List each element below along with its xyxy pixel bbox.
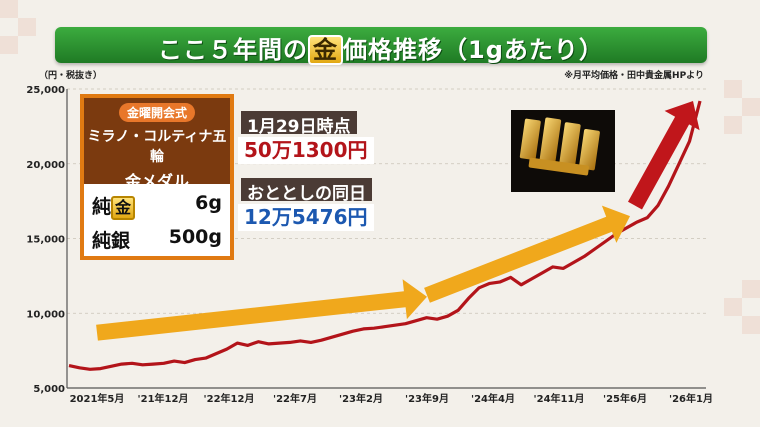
price-line (68, 100, 702, 371)
x-tick-label: '26年1月 (669, 392, 713, 405)
x-tick-label: '22年12月 (204, 392, 255, 405)
x-tick-label: '23年9月 (405, 392, 449, 405)
unit-note: （円・税抜き） (39, 71, 103, 81)
gold-highlight: 金 (308, 35, 344, 65)
x-tick-label: 2021年5月 (70, 392, 125, 405)
y-tick-label: 25,000 (26, 85, 65, 96)
medal-name: 金メダル (124, 172, 189, 191)
y-tick-label: 15,000 (26, 235, 65, 246)
gold-content-value: 6g (195, 192, 222, 214)
olympics-name: ミラノ・コルティナ五輪 (87, 129, 227, 165)
silver-content-row: 純銀 500g (92, 226, 222, 253)
x-tick-label: '21年12月 (138, 392, 189, 405)
checker-pattern (0, 0, 760, 334)
x-tick-label: '23年2月 (339, 392, 383, 405)
gold-bars-icon (511, 110, 615, 192)
source-note: ※月平均価格・田中貴金属HPより (564, 71, 704, 81)
current-price-value: 50万1300円 (238, 137, 374, 164)
medal-info-box: 金曜開会式 ミラノ・コルティナ五輪 金メダル 純金 6g 純銀 500g (80, 94, 234, 260)
page-title: ここ５年間の金価格推移（1gあたり） (158, 35, 604, 65)
silver-label: 純銀 (92, 230, 131, 252)
silver-content-value: 500g (168, 226, 222, 248)
past-price-value: 12万5476円 (238, 204, 374, 231)
gold-char-box: 金 (111, 196, 136, 220)
trend-arrow-1 (96, 279, 427, 341)
trend-arrow-2 (424, 205, 630, 303)
gold-content-row: 純金 6g (92, 192, 222, 220)
x-tick-label: '22年7月 (273, 392, 317, 405)
y-tick-label: 10,000 (26, 309, 65, 320)
y-tick-label: 20,000 (26, 160, 65, 171)
y-tick-label: 5,000 (33, 384, 65, 395)
x-tick-label: '24年4月 (471, 392, 515, 405)
medal-info-header: 金曜開会式 ミラノ・コルティナ五輪 金メダル (84, 98, 230, 191)
price-chart: 5,000 10,000 15,000 20,000 25,000 2021年5月 '21年… (26, 85, 713, 405)
current-date-label: 1月29日時点 (241, 111, 357, 137)
title-bar: ここ５年間の金価格推移（1gあたり） (55, 27, 707, 65)
x-tick-label: '24年11月 (534, 392, 585, 405)
past-date-label: おととしの同日 (241, 178, 372, 204)
x-tick-label: '25年6月 (603, 392, 647, 405)
trend-arrow-3 (628, 101, 700, 210)
ceremony-badge: 金曜開会式 (118, 103, 195, 122)
